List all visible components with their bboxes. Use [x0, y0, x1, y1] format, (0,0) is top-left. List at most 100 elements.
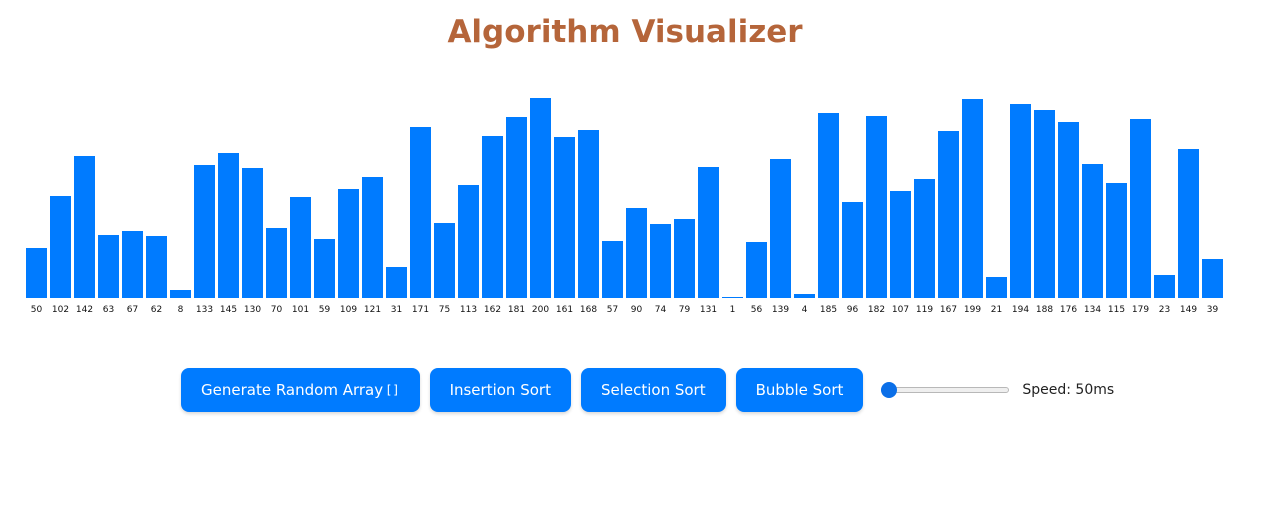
array-bar — [602, 241, 623, 298]
array-bar-label: 107 — [891, 305, 910, 315]
array-bar-label: 130 — [243, 305, 262, 315]
array-bar — [578, 130, 599, 298]
insertion-sort-button[interactable]: Insertion Sort — [429, 368, 571, 412]
array-bar — [338, 189, 359, 298]
generate-array-button[interactable]: Generate Random Array[] — [181, 368, 420, 412]
array-bar-label: 176 — [1059, 305, 1078, 315]
array-bar-label: 133 — [195, 305, 214, 315]
array-bar — [506, 117, 527, 298]
array-bar-label: 179 — [1131, 305, 1150, 315]
array-bar — [914, 179, 935, 298]
array-bar — [1058, 122, 1079, 298]
array-bar — [458, 185, 479, 298]
array-bar — [314, 239, 335, 298]
array-bar — [866, 116, 887, 298]
array-bar — [146, 236, 167, 298]
array-bar-label: 63 — [102, 305, 115, 315]
array-bar — [1178, 149, 1199, 298]
bubble-sort-button[interactable]: Bubble Sort — [735, 368, 864, 412]
array-bar-label: 74 — [654, 305, 667, 315]
array-bar — [746, 242, 767, 298]
array-bar-label: 67 — [126, 305, 139, 315]
array-bar — [650, 224, 671, 298]
array-bar-label: 181 — [507, 305, 526, 315]
array-bar-label: 168 — [579, 305, 598, 315]
speed-label: Speed: 50ms — [1022, 382, 1115, 398]
array-bar-label: 62 — [150, 305, 163, 315]
array-bar — [842, 202, 863, 298]
array-bar-label: 4 — [801, 305, 808, 315]
array-bar-label: 101 — [291, 305, 310, 315]
array-bar — [266, 228, 287, 298]
array-bar-label: 79 — [678, 305, 691, 315]
array-bar — [1202, 259, 1223, 298]
array-bar — [362, 177, 383, 298]
array-bar — [50, 196, 71, 298]
array-bar-label: 109 — [339, 305, 358, 315]
array-bar-label: 23 — [1158, 305, 1171, 315]
array-bar — [242, 168, 263, 298]
array-bar-label: 185 — [819, 305, 838, 315]
array-bar-label: 194 — [1011, 305, 1030, 315]
array-bar-label: 134 — [1083, 305, 1102, 315]
array-bar-label: 70 — [270, 305, 283, 315]
generate-array-label: Generate Random Array — [201, 381, 384, 399]
array-bar — [674, 219, 695, 298]
brackets-icon: [] — [385, 383, 400, 397]
array-bar-label: 139 — [771, 305, 790, 315]
array-bar-label: 96 — [846, 305, 859, 315]
array-bar-label: 31 — [390, 305, 403, 315]
array-bar-label: 162 — [483, 305, 502, 315]
array-bar — [218, 153, 239, 298]
array-bar-label: 142 — [75, 305, 94, 315]
slider-thumb[interactable] — [881, 382, 898, 398]
array-bar — [74, 156, 95, 298]
array-bar-label: 8 — [177, 305, 184, 315]
array-bar-label: 171 — [411, 305, 430, 315]
array-bar-label: 113 — [459, 305, 478, 315]
array-bar — [170, 290, 191, 298]
selection-sort-button[interactable]: Selection Sort — [580, 368, 726, 412]
array-bar-label: 21 — [990, 305, 1003, 315]
array-bar — [1010, 104, 1031, 298]
array-bar-label: 188 — [1035, 305, 1054, 315]
array-bar — [818, 113, 839, 298]
slider-track — [881, 387, 1010, 393]
array-bar — [194, 165, 215, 298]
array-bar — [626, 208, 647, 298]
array-bar — [410, 127, 431, 298]
array-bar — [122, 231, 143, 298]
array-bars: 50 102 142 63 67 62 8 133 145 130 70 101 59 109 121 31 1… — [26, 0, 1226, 320]
array-bar — [698, 167, 719, 298]
array-bar-label: 56 — [750, 305, 763, 315]
array-bar — [386, 267, 407, 298]
array-bar-label: 50 — [30, 305, 43, 315]
array-bar — [434, 223, 455, 298]
array-bar-label: 102 — [51, 305, 70, 315]
array-bar — [794, 294, 815, 298]
array-bar-label: 121 — [363, 305, 382, 315]
array-bar-label: 182 — [867, 305, 886, 315]
speed-slider[interactable] — [881, 382, 1010, 398]
array-bar-label: 57 — [606, 305, 619, 315]
array-bar — [1154, 275, 1175, 298]
array-bar — [482, 136, 503, 298]
array-bar — [1130, 119, 1151, 298]
array-bar — [1034, 110, 1055, 298]
array-bar — [770, 159, 791, 298]
array-bar-label: 199 — [963, 305, 982, 315]
array-bar-label: 115 — [1107, 305, 1126, 315]
array-bar — [890, 191, 911, 298]
array-bar — [290, 197, 311, 298]
array-bar — [530, 98, 551, 298]
array-bar-label: 59 — [318, 305, 331, 315]
array-bar-label: 167 — [939, 305, 958, 315]
array-bar-label: 131 — [699, 305, 718, 315]
array-bar-label: 145 — [219, 305, 238, 315]
array-bar — [722, 297, 743, 298]
array-bar-label: 39 — [1206, 305, 1219, 315]
array-bar-label: 1 — [729, 305, 736, 315]
array-bar-label: 149 — [1179, 305, 1198, 315]
controls-bar: Generate Random Array[] Insertion Sort S… — [181, 368, 1114, 412]
